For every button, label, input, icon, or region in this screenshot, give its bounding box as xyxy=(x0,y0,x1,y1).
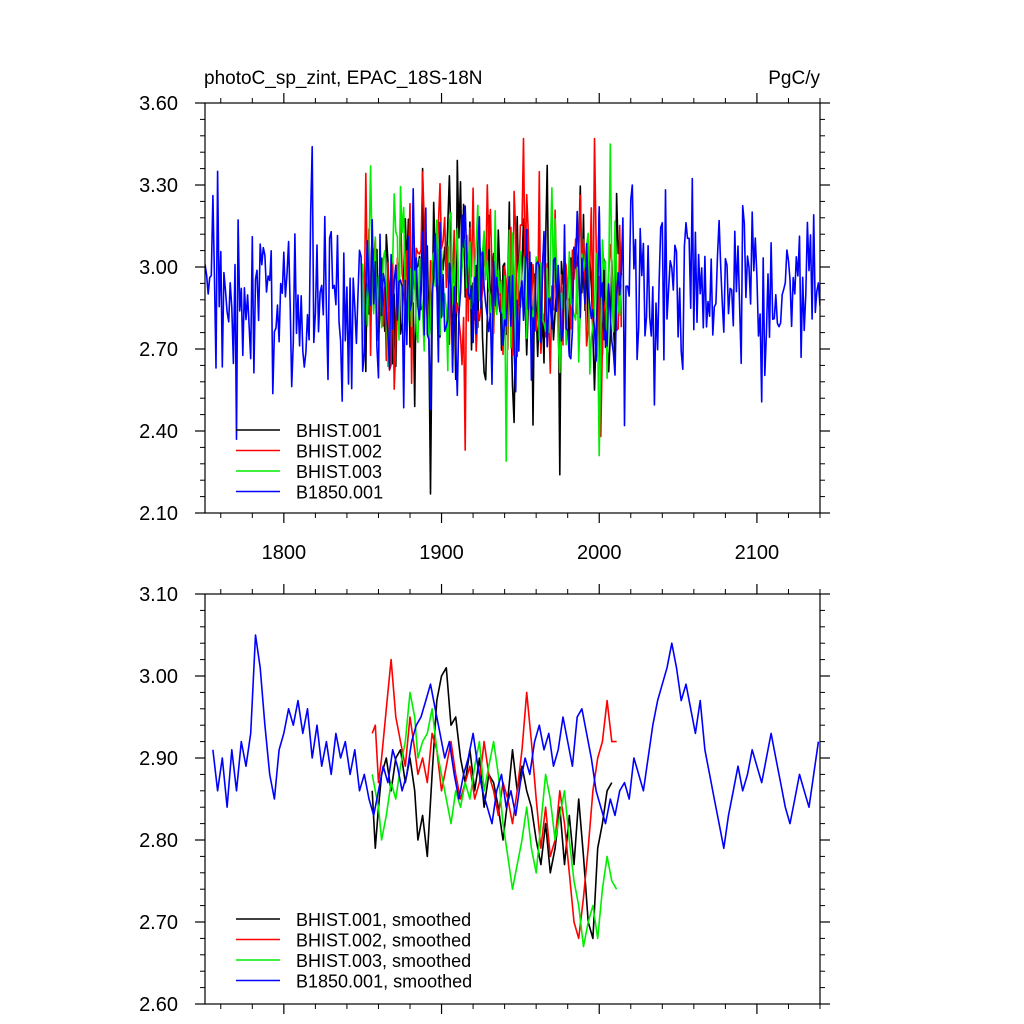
y-tick-label: 3.00 xyxy=(139,666,178,688)
x-tick-label: 1800 xyxy=(262,542,307,564)
top-panel-raw-timeseries: 2.10 2.40 2.70 3.00 3.30 3.60 1800 1900 2000 2100… xyxy=(139,93,830,564)
y-tick-label: 2.80 xyxy=(139,830,178,852)
y-tick-label: 2.60 xyxy=(139,994,178,1016)
y-tick-label: 3.00 xyxy=(139,257,178,279)
legend-label: B1850.001, smoothed xyxy=(296,972,472,992)
y-tick-label: 2.40 xyxy=(139,421,178,443)
y-tick-label: 3.30 xyxy=(139,175,178,197)
legend-label: B1850.001 xyxy=(296,483,383,503)
plot-frame xyxy=(204,593,821,1005)
y-tick-label: 2.90 xyxy=(139,748,178,770)
y-tick-label: 3.60 xyxy=(139,93,178,115)
legend-label: BHIST.003 xyxy=(296,462,382,482)
legend-label: BHIST.002 xyxy=(296,442,382,462)
series-line-b1850-001 xyxy=(205,145,820,440)
y-tick-label: 2.10 xyxy=(139,503,178,525)
series-group xyxy=(212,634,820,948)
legend-label: BHIST.003, smoothed xyxy=(296,951,471,971)
x-tick-label: 2000 xyxy=(577,542,622,564)
legend-label: BHIST.002, smoothed xyxy=(296,931,471,951)
bottom-panel-smoothed-timeseries: 2.60 2.70 2.80 2.90 3.00 3.10 BHIST.001, smoot… xyxy=(139,584,830,1016)
series-line-bhist-002-smoothed xyxy=(371,658,617,940)
y-tick-label: 3.10 xyxy=(139,584,178,606)
y-tick-label: 2.70 xyxy=(139,339,178,361)
legend-label: BHIST.001 xyxy=(296,421,382,441)
units-label: PgC/y xyxy=(768,68,820,89)
chart-title: photoC_sp_zint, EPAC_18S-18N xyxy=(204,68,482,89)
series-line-bhist-003-smoothed xyxy=(371,691,618,948)
x-tick-label: 1900 xyxy=(419,542,464,564)
x-tick-label: 2100 xyxy=(735,542,780,564)
y-tick-label: 2.70 xyxy=(139,912,178,934)
series-line-b1850-001-smoothed xyxy=(212,634,820,849)
series-group xyxy=(205,137,820,495)
legend-label: BHIST.001, smoothed xyxy=(296,910,471,930)
plot-frame xyxy=(204,102,821,514)
